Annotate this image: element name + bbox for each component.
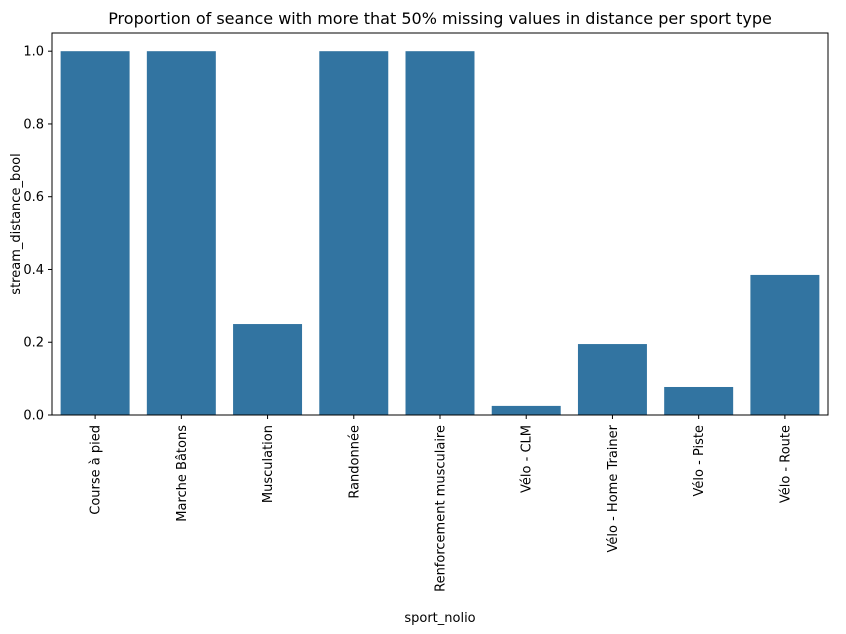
bar-7 (664, 386, 734, 415)
bar-5 (491, 405, 561, 415)
plot-frame (51, 32, 829, 416)
x-axis-label: sport_nolio (404, 611, 475, 626)
y-axis-label: stream_distance_bool (9, 153, 24, 294)
y-tick-label: 0.4 (23, 263, 44, 278)
bar-3 (319, 51, 389, 415)
x-axis-ticks: Course à pied Marche Bâtons Musculation Ran… (89, 415, 793, 592)
y-axis-ticks: 0.0 0.2 0.4 0.6 0.8 1.0 (23, 45, 52, 424)
bar-1 (146, 51, 216, 415)
y-tick-label: 0.2 (23, 336, 44, 351)
bar-6 (577, 344, 647, 415)
x-tick-label: Vélo - CLM (520, 425, 535, 493)
chart-title: Proportion of seance with more that 50% … (108, 9, 772, 28)
x-tick-label: Course à pied (89, 425, 104, 515)
bars-group (60, 51, 820, 415)
x-tick-label: Musculation (261, 425, 276, 503)
bar-2 (233, 324, 303, 415)
x-tick-label: Vélo - Home Trainer (606, 424, 621, 552)
bar-0 (60, 51, 130, 415)
y-tick-label: 0.8 (23, 117, 44, 132)
bar-4 (405, 51, 475, 415)
y-tick-label: 0.6 (23, 190, 44, 205)
y-tick-label: 0.0 (23, 409, 44, 424)
bar-8 (750, 274, 820, 415)
x-tick-label: Vélo - Piste (692, 425, 707, 496)
y-tick-label: 1.0 (23, 45, 44, 60)
x-tick-label: Vélo - Route (778, 425, 793, 503)
x-tick-label: Marche Bâtons (175, 425, 190, 522)
x-tick-label: Randonnée (347, 425, 362, 499)
x-tick-label: Renforcement musculaire (434, 425, 449, 592)
